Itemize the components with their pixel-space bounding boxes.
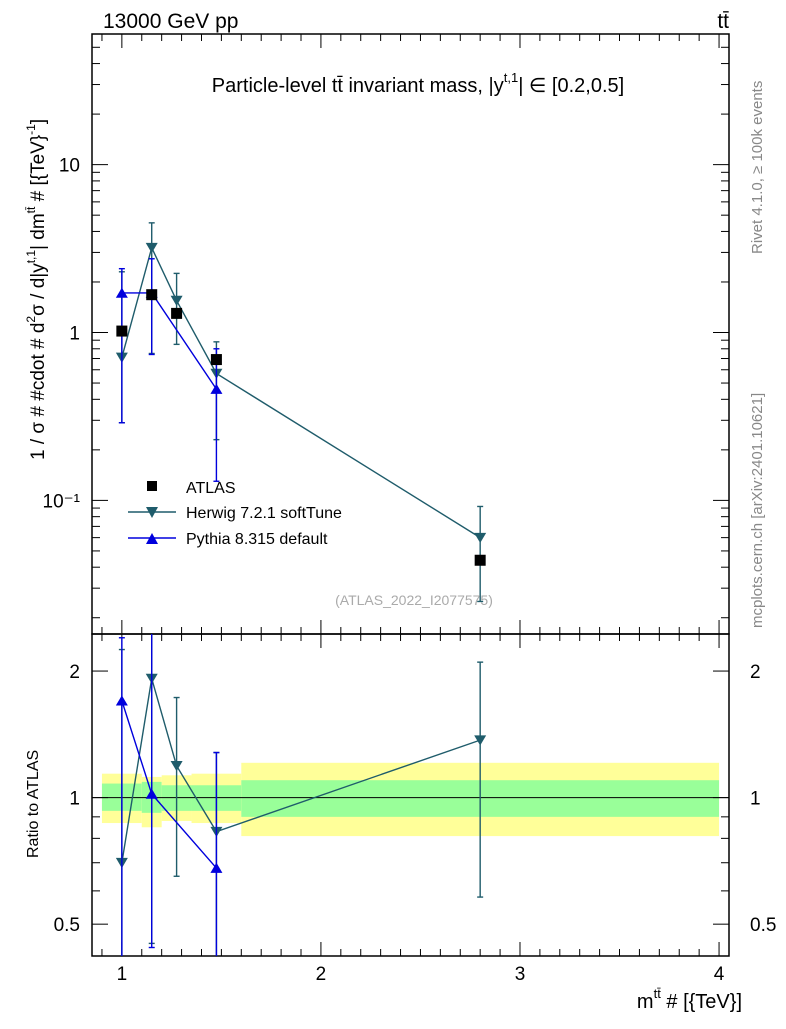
plot-title-sup: t,1 (504, 70, 518, 85)
ratio-tick-label: 0.5 (54, 915, 80, 936)
ratio-tick-label-right: 2 (750, 662, 761, 683)
atlas-data-point (171, 307, 183, 319)
y-tick-label: 10 (59, 156, 80, 177)
ratio-y-axis-label: Ratio to ATLAS (25, 750, 42, 858)
ratio-tick-label: 2 (69, 662, 80, 683)
pythia-ratio-point (115, 695, 128, 706)
y-tick-label: 10⁻¹ (43, 491, 81, 512)
plot-title-pre: Particle-level tt̄ invariant mass, |y (212, 75, 504, 97)
herwig-main-point (145, 242, 158, 254)
y-label-part-5: tt̄ (24, 206, 38, 213)
legend-herwig-label: Herwig 7.2.1 softTune (186, 505, 342, 522)
legend-pythia-marker (146, 533, 158, 544)
x-tick-label: 3 (515, 964, 526, 985)
process-label: tt̄ (717, 10, 729, 33)
ratio-plot-frame (91, 633, 730, 957)
y-label-part-0: 1 / σ # #cdot # d (28, 323, 49, 460)
atlas-data-point (210, 354, 222, 366)
legend-atlas-marker (147, 481, 157, 491)
y-label-part-2: σ / d|y (28, 263, 49, 316)
x-tick-label: 2 (316, 964, 327, 985)
pythia-main-point (115, 287, 128, 298)
x-tick-label: 1 (117, 964, 128, 985)
x-label-post: # [{TeV}] (661, 991, 742, 1013)
pythia-ratio-point (145, 788, 158, 799)
rivet-version-label: Rivet 4.1.0, ≥ 100k events (749, 81, 766, 254)
y-label-part-4: | dm (28, 213, 49, 250)
atlas-data-point (116, 325, 128, 337)
y-axis-label: 1 / σ # #cdot # d2σ / d|yt,1| dmtt̄ # [{… (24, 119, 49, 460)
legend-pythia-label: Pythia 8.315 default (186, 531, 328, 548)
pythia-ratio-point (210, 862, 223, 873)
legend-herwig-marker (146, 507, 158, 518)
y-tick-label: 1 (69, 324, 80, 345)
axes-ticks: 1 2 3 4 10⁻¹ 1 10 0.5 0.5 1 1 2 2 (43, 33, 776, 985)
pythia-main-point (210, 383, 223, 394)
y-label-part-3: t,1 (24, 250, 38, 264)
y-label-part-7: -1 (24, 124, 38, 135)
mcplots-label: mcplots.cern.ch [arXiv:2401.10621] (749, 393, 766, 628)
atlas-data-point (146, 289, 158, 301)
x-label-sup: tt̄ (654, 986, 662, 1001)
plot-title-post: | ∈ [0.2,0.5] (518, 75, 624, 97)
y-label-part-1: 2 (24, 316, 38, 323)
y-label-part-6: # [{TeV} (28, 135, 49, 207)
plot-title: Particle-level tt̄ invariant mass, |yt,1… (212, 70, 624, 97)
y-label-part-8: ] (28, 119, 49, 124)
legend-atlas-label: ATLAS (186, 480, 236, 497)
x-axis-label: mtt̄ # [{TeV}] (637, 986, 742, 1013)
atlas-data-point (474, 554, 486, 566)
legend: ATLAS Herwig 7.2.1 softTune Pythia 8.315… (128, 480, 342, 548)
analysis-id-label: (ATLAS_2022_I2077575) (335, 592, 493, 608)
ratio-tick-label-right: 0.5 (750, 915, 776, 936)
ratio-tick-label-right: 1 (750, 789, 761, 810)
x-tick-label: 4 (714, 964, 725, 985)
herwig-main-point (474, 532, 487, 544)
ratio-tick-label: 1 (69, 789, 80, 810)
herwig-ratio-point (474, 735, 487, 746)
herwig-ratio-point (170, 761, 183, 772)
ratio-series-group (115, 634, 487, 956)
collision-energy-label: 13000 GeV pp (103, 10, 238, 33)
x-label-base: m (637, 991, 654, 1013)
herwig-main-point (170, 295, 183, 306)
main-series-group (115, 222, 487, 603)
